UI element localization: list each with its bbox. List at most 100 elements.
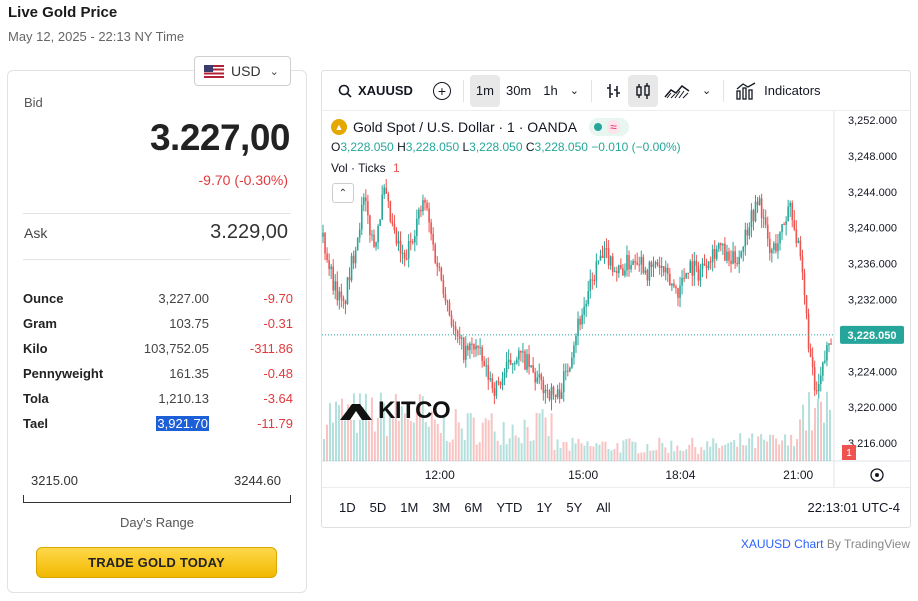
candle-body [465, 345, 467, 360]
indicators-button[interactable]: Indicators [730, 75, 826, 107]
currency-select[interactable]: USD ⌄ [194, 56, 291, 86]
volume-bar [478, 442, 481, 461]
candle-body [560, 392, 563, 399]
candle-body [460, 337, 463, 339]
selected-text[interactable]: 3,921.70 [156, 416, 209, 431]
volume-bar [391, 418, 394, 461]
candle-body [479, 347, 481, 349]
candle-body [456, 330, 459, 337]
area-style-button[interactable] [658, 75, 696, 107]
range-5d[interactable]: 5D [369, 500, 387, 515]
candle-body [603, 248, 606, 258]
divider [23, 213, 291, 214]
volume-bar [637, 453, 640, 461]
range-1y[interactable]: 1Y [536, 500, 553, 515]
candle-body [495, 381, 498, 396]
volume-bar [475, 444, 478, 461]
range-1m[interactable]: 1M [400, 500, 419, 515]
symbol-search[interactable]: XAUUSD [332, 75, 419, 107]
volume-bar [442, 416, 445, 461]
bars-icon [606, 83, 620, 98]
candle-body [732, 251, 734, 264]
range-1d[interactable]: 1D [339, 500, 356, 515]
range-all[interactable]: All [596, 500, 611, 515]
candle-body [609, 256, 612, 266]
y-tick-label: 3,252.000 [848, 115, 897, 127]
volume-bar [436, 423, 439, 461]
candle-body [360, 204, 363, 230]
volume-bar [400, 406, 403, 461]
candle-body [389, 201, 392, 222]
candle-body [573, 345, 575, 358]
compare-button[interactable]: + [427, 75, 457, 107]
market-status[interactable]: ≈ [589, 118, 630, 136]
volume-bar [826, 391, 829, 461]
volume-bar [616, 443, 619, 461]
volume-bar [544, 417, 547, 461]
volume-bar [589, 445, 592, 461]
volume-bar [820, 401, 823, 461]
candle-body [634, 261, 636, 263]
candle-body [532, 365, 534, 373]
trade-gold-button[interactable]: TRADE GOLD TODAY [36, 547, 277, 578]
range-3m[interactable]: 3M [432, 500, 451, 515]
candle-body [726, 251, 728, 261]
low-value: 3,228.050 [469, 140, 523, 154]
candle-body [548, 391, 551, 400]
volume-bar [829, 409, 831, 461]
candle-body [354, 250, 357, 264]
range-5y[interactable]: 5Y [566, 500, 583, 515]
unit-price-table: Ounce 3,227.00 -9.70 Gram 103.75 -0.31 K… [23, 286, 293, 436]
candle-body [552, 386, 555, 395]
interval-dropdown[interactable]: ⌄ [564, 75, 585, 107]
collapse-legend-button[interactable]: ⌃ [332, 183, 354, 203]
candle-body [622, 268, 624, 276]
price-chart[interactable]: 3,252.000 3,248.000 3,244.000 3,240.000 3,23… [322, 111, 911, 487]
candle-body [350, 255, 353, 281]
candle-body [436, 262, 439, 267]
unit-price-selected[interactable]: 3,921.70 [123, 416, 209, 431]
volume-bar [472, 417, 475, 461]
interval-1m[interactable]: 1m [469, 74, 500, 107]
unit-row-pennyweight: Pennyweight 161.35 -0.48 [23, 361, 293, 386]
volume-bar [679, 450, 682, 461]
candle-body [632, 261, 634, 265]
volume-bar [364, 393, 367, 461]
volume-bar [379, 392, 382, 461]
candle-body [524, 351, 526, 370]
candles-style-button[interactable] [627, 74, 658, 107]
volume-bar [715, 443, 718, 461]
wave-icon: ≈ [607, 120, 620, 134]
interval-30m[interactable]: 30m [505, 83, 532, 98]
candle-body [503, 372, 506, 379]
candle-body [416, 218, 418, 237]
candle-body [324, 232, 326, 254]
unit-price: 3,227.00 [158, 291, 209, 306]
volume-bar [586, 441, 589, 461]
volume-bar [658, 437, 661, 461]
chart-type-dropdown[interactable]: ⌄ [696, 75, 717, 107]
range-6m[interactable]: 6M [464, 500, 483, 515]
tradingview-attribution[interactable]: XAUUSD Chart By TradingView [741, 537, 910, 551]
volume-label: Vol · Ticks [331, 161, 386, 175]
candle-body [618, 265, 620, 274]
xauusd-chart-link[interactable]: XAUUSD Chart [740, 537, 824, 551]
volume-bar [418, 394, 421, 461]
candle-body [363, 197, 365, 205]
interval-1h[interactable]: 1h [543, 83, 558, 98]
chart-clock[interactable]: 22:13:01 UTC-4 [807, 500, 901, 515]
candle-body [673, 283, 675, 287]
volume-bar [424, 422, 427, 461]
candle-body [330, 266, 332, 270]
candle-body [813, 367, 816, 391]
candle-body [369, 215, 371, 235]
candle-body [720, 243, 722, 246]
candle-body [536, 377, 539, 383]
candle-body [556, 389, 559, 398]
range-ytd[interactable]: YTD [496, 500, 523, 515]
bars-style-button[interactable] [598, 75, 628, 107]
candle-body [348, 277, 351, 281]
bid-label: Bid [24, 95, 43, 110]
currency-label: USD [231, 63, 261, 79]
chevron-up-icon: ⌃ [338, 187, 348, 199]
